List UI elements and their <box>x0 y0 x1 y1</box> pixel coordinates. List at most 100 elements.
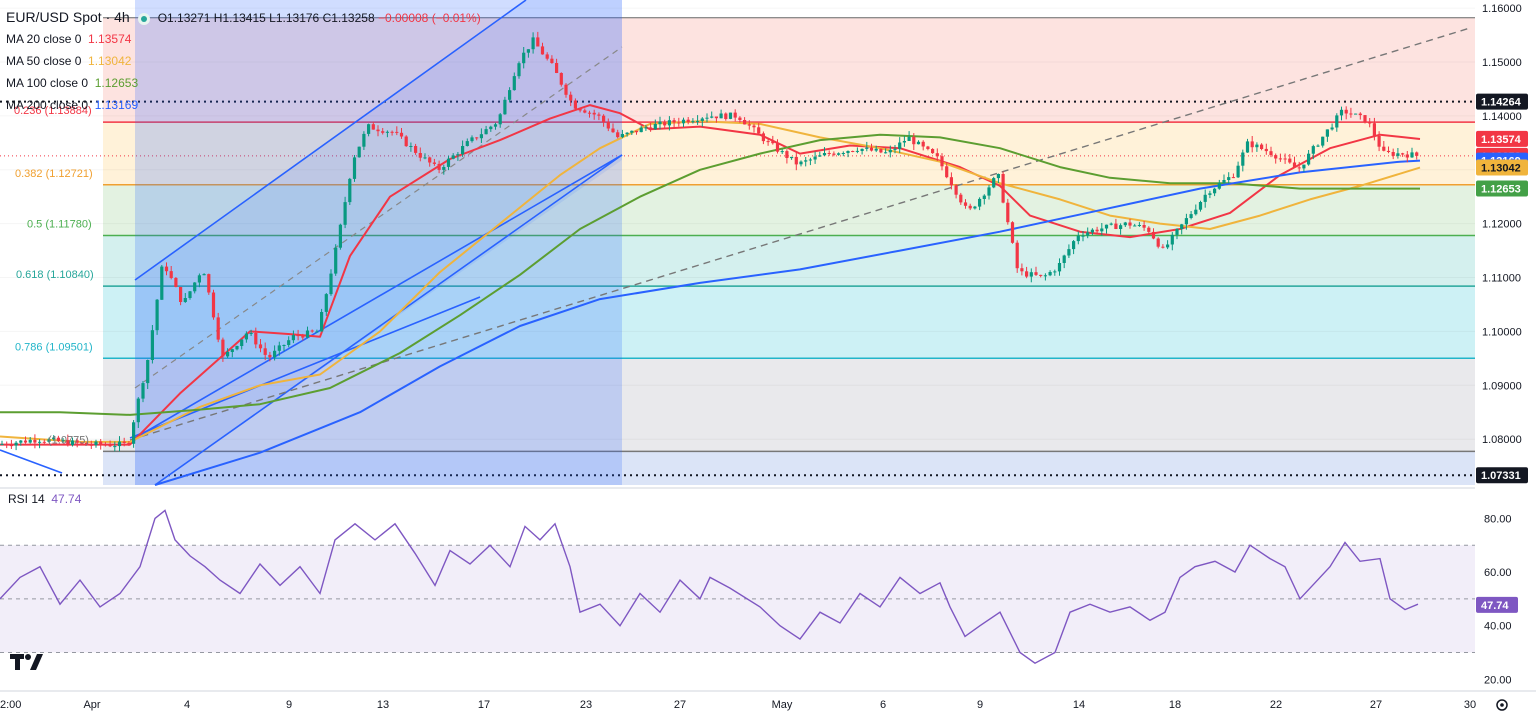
candle-body <box>230 349 234 352</box>
candle-body <box>710 116 714 118</box>
candle-body <box>949 177 953 186</box>
candle-body <box>263 348 267 355</box>
candle-body <box>1072 241 1076 250</box>
candle-body <box>827 153 831 154</box>
time-tick-label: 9 <box>977 699 983 711</box>
ma100-legend[interactable]: MA 100 close 0 1.12653 <box>6 72 481 94</box>
candle-body <box>564 84 568 95</box>
ma50-value: 1.13042 <box>88 54 132 68</box>
ohlc-high: H1.13415 <box>213 11 266 25</box>
candle-body <box>926 146 930 149</box>
candle-body <box>1245 141 1250 153</box>
candle-body <box>611 128 615 133</box>
candle-body <box>1297 167 1301 169</box>
candle-body <box>70 440 75 446</box>
candle-body <box>785 151 789 158</box>
candle-body <box>775 143 780 152</box>
candle-body <box>804 160 808 162</box>
candle-body <box>677 122 681 124</box>
chart-legend: EUR/USD Spot · 4h O1.13271 H1.13415 L1.13… <box>6 6 481 116</box>
candle-body <box>80 442 84 444</box>
fib-label-0.382: 0.382 (1.12721) <box>15 168 93 180</box>
price-label: 1.13574 <box>1481 134 1522 146</box>
candle-body <box>1415 152 1419 156</box>
candles <box>0 31 1419 452</box>
candle-body <box>916 141 921 145</box>
candle-body <box>423 157 427 159</box>
fib-label-1: (1.0775) <box>48 434 89 446</box>
rsi-tick-label: 60.00 <box>1484 567 1512 579</box>
candle-body <box>390 131 394 133</box>
tradingview-logo-icon[interactable] <box>10 650 44 676</box>
candle-body <box>747 124 751 126</box>
fib-zone-5 <box>103 358 1475 452</box>
ma100-value: 1.12653 <box>94 76 139 90</box>
ma50-legend[interactable]: MA 50 close 0 1.13042 <box>6 50 481 72</box>
candle-body <box>902 141 906 143</box>
ma20-legend[interactable]: MA 20 close 0 1.13574 <box>6 28 481 50</box>
candle-body <box>1405 154 1409 158</box>
candle-body <box>273 350 277 358</box>
candle-body <box>1354 113 1358 115</box>
candle-body <box>667 120 671 126</box>
fib-labels: 0.236 (1.13884) 0.382 (1.12721) 0.5 (1.117… <box>14 105 94 446</box>
time-tick-label: 22 <box>1270 699 1282 711</box>
candle-body <box>56 437 60 441</box>
ma50-line <box>0 120 1421 443</box>
candle-body <box>1086 232 1090 236</box>
candle-body <box>1114 223 1118 229</box>
price-label-bg <box>1476 180 1528 197</box>
fib-zone-1 <box>103 122 1475 185</box>
candle-body <box>348 178 352 203</box>
candle-body <box>216 317 220 340</box>
candle-body <box>1137 225 1141 226</box>
candle-body <box>1194 209 1198 215</box>
channel-lower-2 <box>154 154 623 486</box>
candle-body <box>47 439 51 442</box>
rsi-legend[interactable]: RSI 14 47.74 <box>8 492 81 506</box>
candle-body <box>188 291 192 298</box>
candle-body <box>404 136 408 147</box>
candle-body <box>865 147 869 149</box>
candle-body <box>1142 225 1146 228</box>
candle-body <box>1010 222 1015 243</box>
time-axis[interactable]: 2:00 Apr 4 9 13 17 23 27 May 6 9 14 18 22 27 30 <box>0 690 1536 711</box>
candle-body <box>714 116 718 119</box>
candle-body <box>1184 218 1188 225</box>
candle-body <box>432 162 436 164</box>
candle-body <box>869 147 874 151</box>
candle-body <box>164 266 169 272</box>
candle-body <box>743 120 747 125</box>
candle-body <box>169 271 173 278</box>
candle-body <box>310 330 314 332</box>
candle-body <box>1213 188 1217 194</box>
price-tick-label: 1.11000 <box>1482 273 1521 285</box>
candle-body <box>409 146 413 147</box>
candle-body <box>606 122 610 129</box>
candle-body <box>1170 234 1174 245</box>
candle-body <box>1325 129 1329 137</box>
time-tick-label: 4 <box>184 699 190 711</box>
candle-body <box>1349 113 1353 115</box>
candle-body <box>550 58 554 63</box>
candle-body <box>1264 148 1268 152</box>
candle-body <box>1339 109 1344 116</box>
ma200-legend[interactable]: MA 200 close 0 1.13169 <box>6 94 481 116</box>
candle-body <box>517 63 521 77</box>
symbol-title[interactable]: EUR/USD Spot · 4h <box>6 9 130 25</box>
candle-body <box>1208 193 1212 195</box>
candle-body <box>888 149 892 153</box>
candle-body <box>1119 225 1123 229</box>
candle-body <box>818 155 822 157</box>
candle-body <box>846 151 850 153</box>
candle-body <box>987 187 991 196</box>
candle-body <box>700 118 704 121</box>
price-tick-label: 1.16000 <box>1482 3 1522 15</box>
candle-body <box>287 340 291 345</box>
candle-body <box>719 113 723 119</box>
candle-body <box>1180 224 1184 230</box>
candle-body <box>1015 242 1019 269</box>
candle-body <box>898 142 902 149</box>
